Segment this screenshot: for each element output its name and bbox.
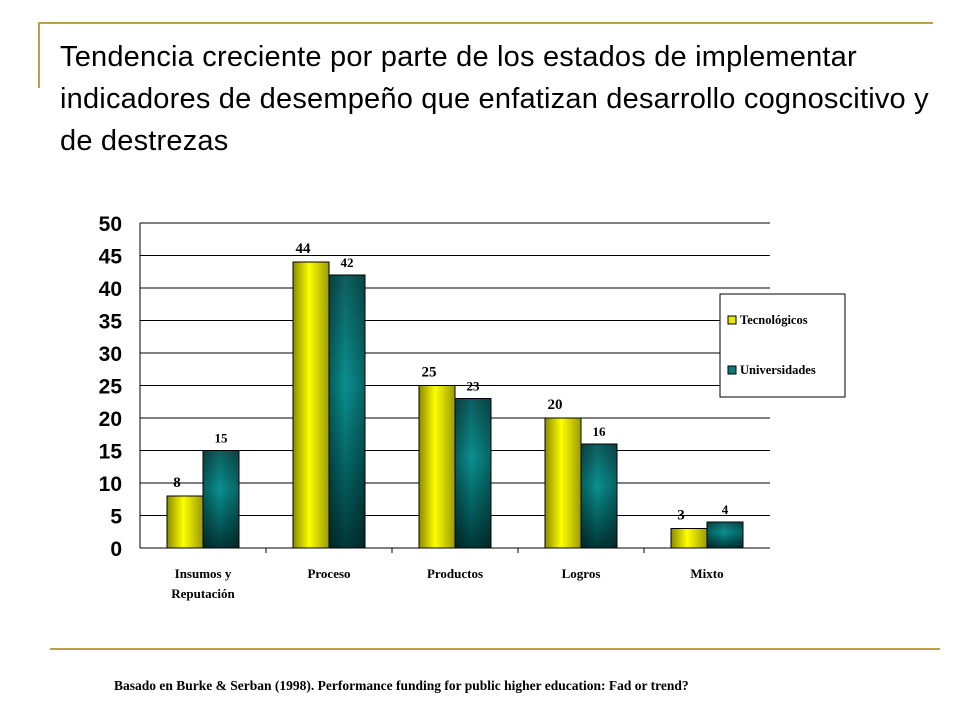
- x-category-label: Productos: [427, 566, 483, 581]
- source-note: Basado en Burke & Serban (1998). Perform…: [114, 678, 689, 693]
- x-category-label: Logros: [562, 566, 601, 581]
- data-label: 3: [677, 508, 685, 524]
- data-label: 15: [215, 431, 229, 446]
- y-tick-label: 10: [99, 473, 122, 496]
- y-tick-label: 25: [99, 376, 123, 399]
- y-tick-label: 15: [99, 441, 123, 464]
- y-tick-label: 30: [99, 343, 122, 366]
- y-tick-label: 20: [99, 408, 122, 431]
- legend-label: Tecnológicos: [740, 313, 808, 327]
- bar-tecnologicos: [544, 417, 582, 549]
- frame-bottom-line: [50, 648, 940, 650]
- legend-swatch-tecnologicos: [727, 315, 737, 325]
- legend-swatch-universidades: [727, 365, 737, 375]
- slide-title: Tendencia creciente por parte de los est…: [60, 41, 929, 157]
- y-tick-label: 5: [110, 506, 122, 529]
- data-label: 20: [548, 397, 563, 413]
- data-label: 42: [341, 255, 354, 270]
- y-tick-label: 0: [110, 538, 122, 561]
- bar-shading: [329, 275, 365, 548]
- data-label: 23: [467, 379, 481, 394]
- frame-top-line: [38, 22, 933, 24]
- bar-chart: 0 5 10 15 20 25 30 35 40 45 50 8 15 Insumos y Reputaci…: [99, 213, 846, 601]
- bar-tecnologicos: [670, 528, 708, 549]
- data-label: 25: [422, 365, 437, 381]
- bar-tecnologicos: [166, 495, 204, 549]
- legend-label: Universidades: [740, 363, 816, 377]
- x-category-label: Insumos y: [175, 566, 232, 581]
- y-tick-label: 45: [99, 246, 123, 269]
- data-label: 16: [593, 424, 607, 439]
- y-tick-label: 35: [99, 311, 123, 334]
- bar-shading: [203, 450, 239, 548]
- bar-tecnologicos: [418, 385, 456, 549]
- bar-tecnologicos: [292, 261, 330, 549]
- y-tick-label: 40: [99, 278, 122, 301]
- x-category-label: Proceso: [307, 566, 350, 581]
- frame-left-line: [38, 22, 40, 88]
- bar-shading: [455, 398, 491, 548]
- data-label: 8: [173, 475, 181, 491]
- legend-box: [719, 293, 846, 398]
- x-category-label: Mixto: [690, 566, 723, 581]
- bar-shading: [707, 522, 743, 548]
- data-label: 4: [722, 502, 729, 517]
- bar-shading: [581, 444, 617, 548]
- x-category-label: Reputación: [171, 586, 235, 601]
- y-tick-label: 50: [99, 213, 122, 236]
- data-label: 44: [296, 241, 312, 257]
